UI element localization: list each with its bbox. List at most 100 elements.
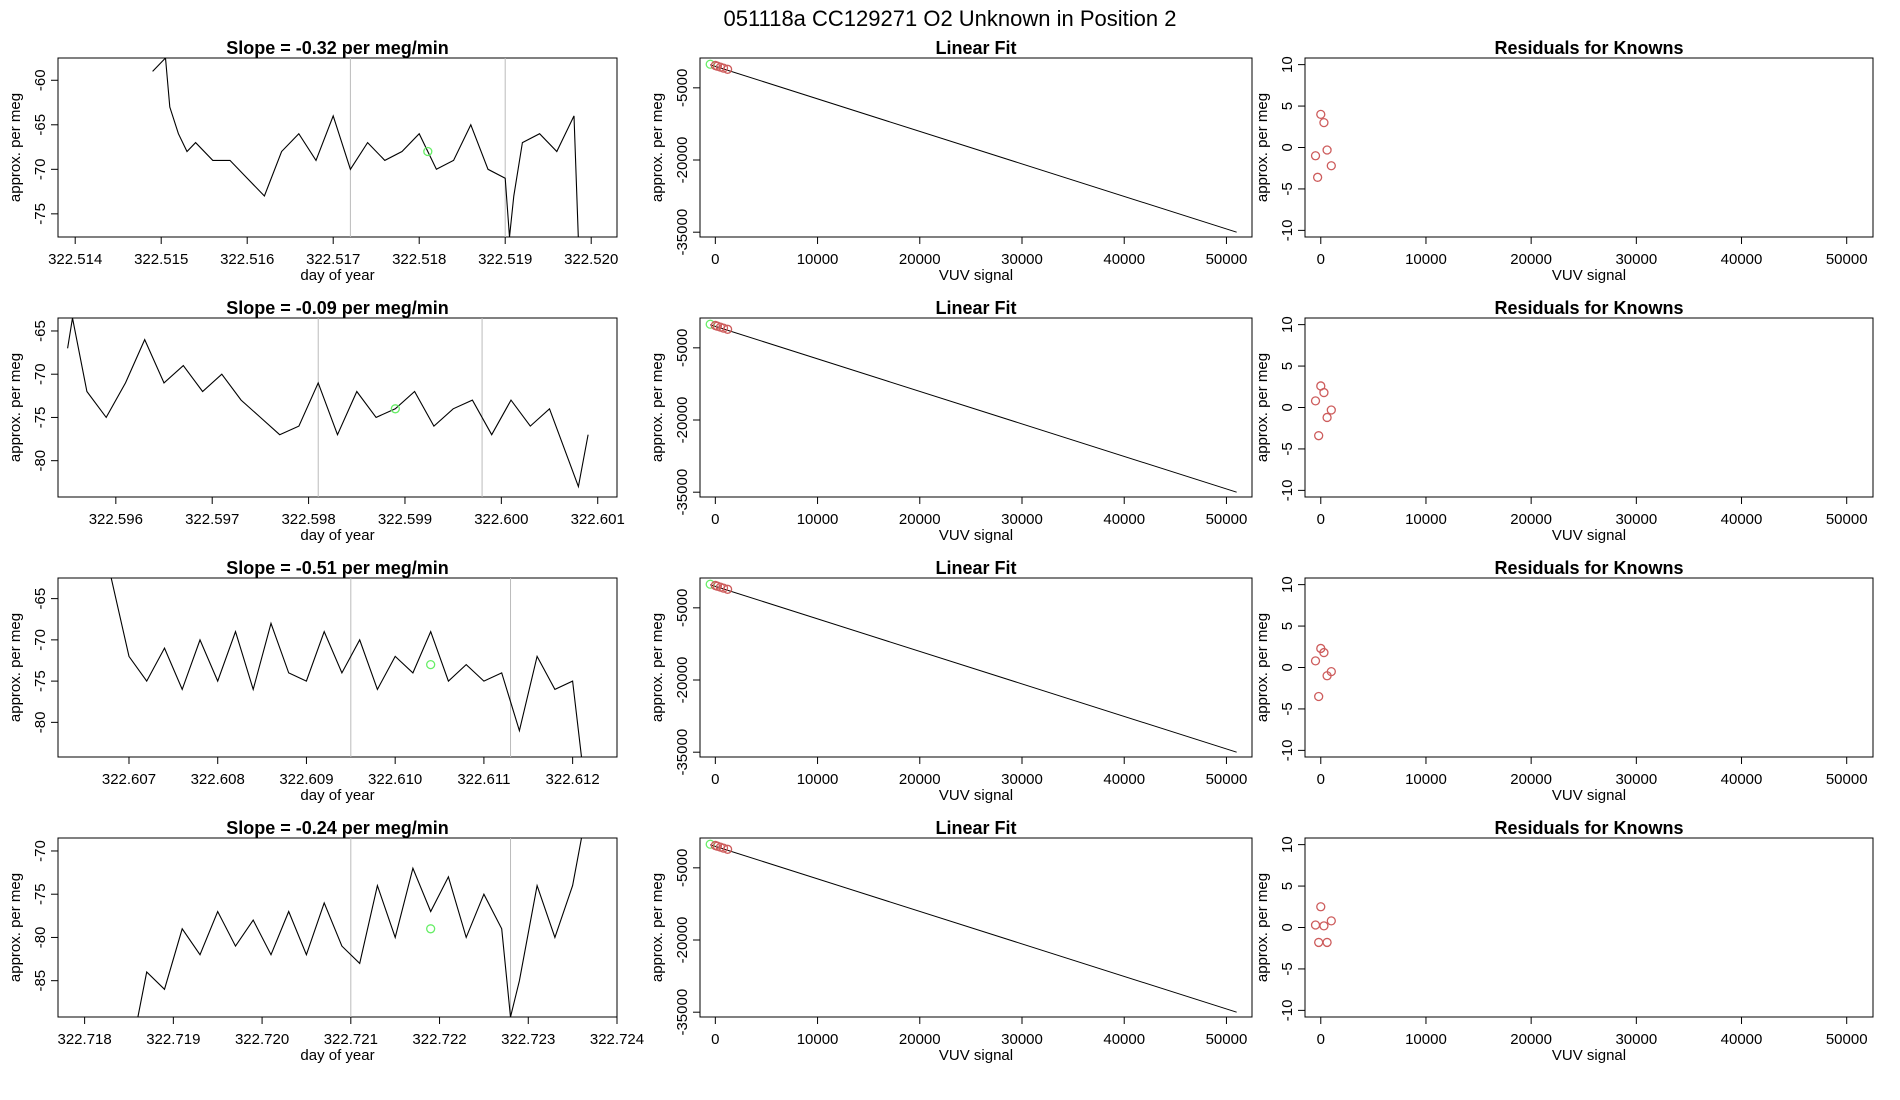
y-tick-label: -20000 [674, 397, 691, 444]
x-tick-label: 10000 [1405, 1031, 1447, 1048]
x-axis-label: day of year [300, 1047, 374, 1064]
x-tick-label: 40000 [1103, 251, 1145, 268]
x-tick-label: 322.609 [279, 771, 333, 788]
x-tick-label: 0 [1317, 251, 1325, 268]
y-tick-label: 0 [1279, 923, 1296, 931]
linear-fit-panel: Linear Fit 0 10000 20000 30000 40000 50000 -500… [649, 558, 1253, 804]
x-tick-label: 20000 [1510, 771, 1552, 788]
x-tick-label: 0 [711, 771, 719, 788]
residual-point [1319, 117, 1329, 128]
y-tick-label: -35000 [674, 209, 691, 256]
residual-point [1326, 666, 1336, 677]
x-axis-label: VUV signal [939, 1047, 1013, 1064]
y-tick-label: -75 [32, 670, 49, 692]
residual-point [1316, 109, 1326, 120]
plot-area [137, 838, 583, 1017]
x-tick-label: 30000 [1001, 771, 1043, 788]
known-point [718, 843, 729, 853]
residual-point [1314, 691, 1324, 702]
plot-frame [57, 57, 618, 238]
x-tick-label: 50000 [1826, 1031, 1868, 1048]
y-tick-label: -80 [32, 927, 49, 949]
y-tick-label: -10 [1279, 480, 1296, 502]
y-axis-label: approx. per meg [7, 353, 24, 462]
residual-point [1319, 647, 1329, 658]
x-tick-label: 322.597 [185, 511, 239, 528]
residuals-panel: Residuals for Knowns 0 10000 20000 30000 4000… [1254, 298, 1874, 544]
x-tick-label: 20000 [899, 511, 941, 528]
x-tick-label: 322.519 [478, 251, 532, 268]
y-tick-label: -35000 [674, 729, 691, 776]
x-tick-label: 322.598 [281, 511, 335, 528]
y-tick-label: -80 [32, 450, 49, 472]
y-tick-label: -5000 [674, 849, 691, 887]
x-axis-label: VUV signal [1552, 527, 1626, 544]
x-tick-label: 322.607 [102, 771, 156, 788]
x-tick-label: 0 [711, 511, 719, 528]
x-tick-label: 20000 [899, 771, 941, 788]
plot-area [110, 578, 583, 757]
x-tick-label: 10000 [1405, 511, 1447, 528]
x-tick-label: 322.608 [191, 771, 245, 788]
y-tick-label: -10 [1279, 1000, 1296, 1022]
x-axis-label: VUV signal [1552, 787, 1626, 804]
x-tick-label: 40000 [1721, 251, 1763, 268]
x-axis-label: day of year [300, 527, 374, 544]
x-tick-label: 322.599 [378, 511, 432, 528]
residuals-panel: Residuals for Knowns 0 10000 20000 30000 4000… [1254, 818, 1874, 1064]
plot-area [1310, 109, 1336, 182]
residual-point [1312, 172, 1323, 182]
residual-point [1326, 916, 1336, 926]
data-line [137, 838, 583, 1017]
x-tick-label: 0 [711, 1031, 719, 1048]
known-point [722, 584, 733, 594]
data-line [152, 58, 579, 237]
residual-point [1322, 937, 1332, 948]
x-tick-label: 50000 [1826, 511, 1868, 528]
y-tick-label: -70 [32, 840, 49, 862]
x-tick-label: 20000 [899, 1031, 941, 1048]
y-tick-label: 10 [1279, 316, 1296, 333]
y-tick-label: -20000 [674, 657, 691, 704]
y-tick-label: -10 [1279, 740, 1296, 762]
residual-point [1326, 405, 1336, 415]
residual-point [1310, 151, 1321, 161]
x-tick-label: 0 [711, 251, 719, 268]
y-tick-label: 5 [1279, 882, 1296, 890]
linear-fit-panel: Linear Fit 0 10000 20000 30000 40000 50000 -500… [649, 38, 1253, 284]
panel-title: Slope = -0.32 per meg/min [226, 38, 449, 58]
residual-point [1322, 412, 1332, 423]
panel-title: Residuals for Knowns [1494, 298, 1683, 318]
x-tick-label: 322.516 [220, 251, 274, 268]
unknown-point [390, 404, 400, 414]
x-tick-label: 40000 [1103, 1031, 1145, 1048]
residual-point [1310, 396, 1321, 406]
y-tick-label: -5000 [674, 329, 691, 367]
x-tick-label: 10000 [797, 511, 839, 528]
x-tick-label: 50000 [1206, 1031, 1248, 1048]
y-tick-label: 5 [1279, 362, 1296, 370]
fit-line [710, 324, 1237, 493]
x-tick-label: 40000 [1103, 771, 1145, 788]
x-tick-label: 40000 [1721, 1031, 1763, 1048]
y-tick-label: -20000 [674, 137, 691, 184]
panel-title: Linear Fit [935, 818, 1016, 838]
linear-fit-panel: Linear Fit 0 10000 20000 30000 40000 50000 -500… [649, 298, 1253, 544]
x-tick-label: 322.718 [58, 1031, 112, 1048]
time-series-panel: Slope = -0.51 per meg/min 322.607 322.608 3… [7, 558, 618, 804]
x-tick-label: 30000 [1615, 511, 1657, 528]
y-tick-label: -65 [32, 588, 49, 610]
y-tick-label: -65 [32, 320, 49, 342]
y-tick-label: -75 [32, 883, 49, 905]
x-tick-label: 30000 [1615, 251, 1657, 268]
y-tick-label: -65 [32, 114, 49, 136]
plot-frame [57, 837, 618, 1018]
y-tick-label: -5 [1279, 702, 1296, 715]
x-tick-label: 40000 [1721, 511, 1763, 528]
plot-grid: Slope = -0.32 per meg/min 322.514 322.515 3… [7, 38, 1874, 1064]
x-tick-label: 10000 [1405, 771, 1447, 788]
known-point [722, 64, 733, 74]
x-axis-label: VUV signal [1552, 1047, 1626, 1064]
residual-point [1326, 161, 1336, 171]
